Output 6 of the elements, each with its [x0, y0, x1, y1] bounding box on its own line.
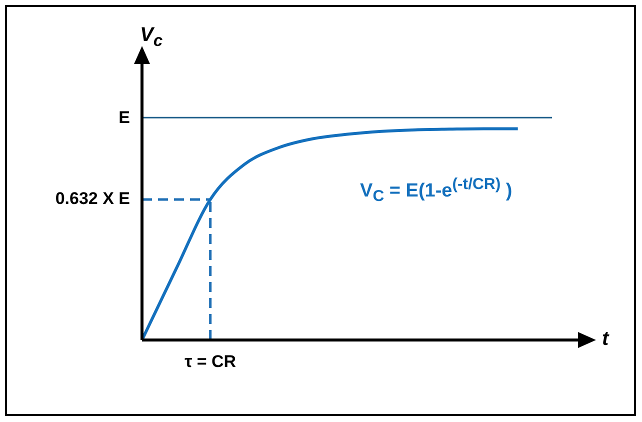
text: t: [602, 328, 609, 351]
y-axis-title: V$_{c}$: [140, 24, 163, 51]
annotation: V$_{C}$ = E(1-e$^{(-t/CR)}$ ): [360, 176, 512, 206]
text: τ = CR: [184, 352, 236, 372]
text: E: [118, 106, 130, 129]
text: 0.632 X E: [55, 188, 130, 210]
